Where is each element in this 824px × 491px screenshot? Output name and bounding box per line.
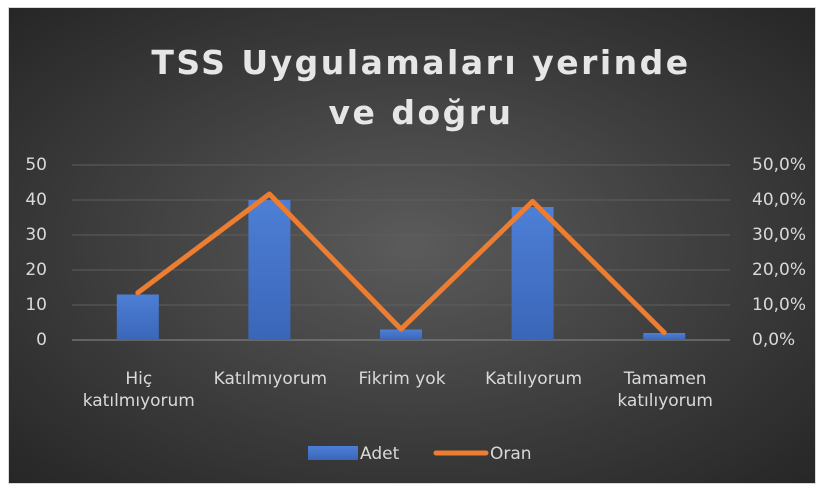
bar	[511, 207, 554, 340]
x-tick-label: Tamamen katılıyorum	[617, 369, 713, 411]
x-tick-label: Fikrim yok	[358, 369, 446, 389]
bar	[116, 294, 159, 340]
y2-tick-label: 30,0%	[752, 225, 806, 245]
y2-tick-label: 0,0%	[752, 330, 795, 350]
y2-tick-label: 10,0%	[752, 295, 806, 315]
x-tick-label: Katılıyorum	[485, 369, 583, 389]
y-tick-label: 50	[25, 155, 47, 175]
line	[135, 191, 667, 336]
legend-label: Adet	[360, 444, 400, 464]
chart-title: TSS Uygulamaları yerinde ve doğru	[151, 43, 691, 132]
y2-tick-label: 40,0%	[752, 190, 806, 210]
x-tick-label: Hiç katılmıyorum	[82, 369, 195, 411]
y2-tick-label: 50,0%	[752, 155, 806, 175]
y-tick-label: 40	[25, 190, 47, 210]
y-tick-label: 0	[36, 330, 47, 350]
x-tick-label: Katılmıyorum	[213, 369, 328, 389]
y-tick-label: 30	[25, 225, 47, 245]
bar	[248, 200, 291, 340]
y-tick-label: 20	[25, 260, 47, 280]
legend-label: Oran	[490, 444, 532, 464]
y-tick-label: 10	[25, 295, 47, 315]
bar	[643, 333, 686, 340]
chart-area: TSS Uygulamaları yerinde ve doğru Hiç ka…	[8, 7, 816, 484]
legend-swatch	[308, 446, 358, 460]
bar	[380, 329, 422, 340]
y2-tick-label: 20,0%	[752, 260, 806, 280]
